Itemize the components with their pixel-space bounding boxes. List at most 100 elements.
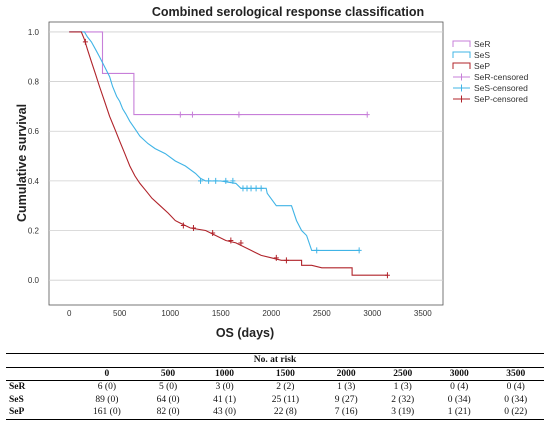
risk-table-cell: 3 (0) (215, 382, 234, 392)
risk-table-time-header: 2000 (317, 367, 375, 381)
risk-table-cell: 1 (21) (430, 406, 488, 420)
risk-table-time-header: 1000 (196, 367, 253, 381)
risk-table-time-header: 2500 (374, 367, 431, 381)
risk-table-cell: 161 (0) (74, 406, 140, 420)
censor-mark-SeP (210, 230, 216, 237)
y-tick-label: 1.0 (28, 28, 40, 37)
risk-table-cell: 43 (0) (196, 406, 253, 420)
risk-table-cell: 2 (32) (391, 394, 415, 405)
legend-censor-marker-SeS (453, 84, 470, 92)
risk-table-row-label: SeP (6, 406, 74, 420)
risk-table-time-header: 3000 (430, 367, 488, 381)
risk-table-cell: 0 (22) (487, 406, 544, 420)
risk-table-cell: 64 (0) (156, 394, 180, 405)
censor-mark-SeS (356, 247, 362, 254)
y-tick-label: 0.4 (28, 177, 40, 186)
risk-table-cell: 41 (1) (213, 394, 237, 405)
risk-table-row: SeS 89 (0) 64 (0) 41 (1) 25 (11) 9 (27) 2 (32)… (6, 394, 544, 407)
risk-table-cell: 2 (2) (276, 382, 295, 392)
risk-table-row: SeR 6 (0) 5 (0) 3 (0) 2 (2) 1 (3) 1 (3) 0 (4) 0 … (6, 381, 544, 394)
censor-mark-SeS (230, 177, 236, 184)
risk-table-cell: 22 (8) (252, 406, 318, 420)
y-tick-label: 0.2 (28, 227, 40, 236)
censor-mark-SeS (206, 177, 212, 184)
risk-table-row: SeP 161 (0) 82 (0) 43 (0) 22 (8) 7 (16) 3 (19)… (6, 406, 544, 420)
risk-table-cell: 0 (34) (447, 394, 471, 405)
censor-mark-SeS (248, 185, 254, 192)
x-tick-labels: 0 500 1000 1500 2000 2500 3000 3500 (67, 309, 432, 318)
x-tick-label: 1000 (161, 309, 179, 318)
y-axis-label: Cumulative survival (15, 104, 29, 222)
legend-label: SeP (474, 61, 490, 71)
plot-area (48, 21, 444, 306)
x-tick-label: 3000 (363, 309, 381, 318)
censor-mark-SeP (384, 272, 390, 279)
censor-mark-SeS (258, 185, 264, 192)
legend-label: SeS-censored (474, 83, 528, 93)
risk-table-cell: 0 (4) (506, 382, 525, 392)
legend-censor-marker-SeR (453, 73, 470, 81)
censor-mark-SeS (213, 177, 219, 184)
survival-curves (69, 31, 390, 279)
risk-table-cell: 3 (19) (374, 406, 431, 420)
risk-table-cell: 9 (27) (334, 394, 358, 405)
legend-label: SeR-censored (474, 72, 529, 82)
x-tick-label: 0 (67, 309, 72, 318)
series-line-SeS (69, 31, 360, 251)
risk-table-body: 0 500 1000 1500 2000 2500 3000 3500 SeR 6 (0) 5 (0… (6, 367, 544, 420)
risk-table-cell: 1 (3) (393, 382, 412, 392)
risk-table-corner (6, 367, 74, 381)
legend-censor-marker-SeP (453, 95, 470, 103)
km-chart: Combined serological response classifica… (15, 5, 529, 340)
x-axis-label: OS (days) (216, 326, 274, 340)
chart-title: Combined serological response classifica… (152, 5, 424, 19)
censor-mark-SeS (314, 247, 320, 254)
risk-table-cell: 0 (34) (504, 394, 528, 405)
risk-table-cell: 7 (16) (317, 406, 375, 420)
risk-table-time-header: 0 (74, 367, 140, 381)
risk-table-cell: 25 (11) (271, 394, 300, 405)
risk-table-cell: 6 (0) (97, 382, 116, 392)
y-tick-labels: 0.0 0.2 0.4 0.6 0.8 1.0 (28, 28, 40, 285)
censor-mark-SeS (223, 177, 229, 184)
censor-mark-SeR (236, 111, 242, 118)
risk-table-time-header: 3500 (487, 367, 544, 381)
legend-label: SeP-censored (474, 94, 528, 104)
risk-table-time-header: 1500 (252, 367, 318, 381)
risk-table-cell: 89 (0) (95, 394, 119, 405)
legend-swatch-SeS (452, 51, 471, 58)
censor-mark-SeS (253, 185, 259, 192)
risk-table-time-header: 500 (139, 367, 197, 381)
censor-mark-SeP (238, 239, 244, 246)
censor-mark-SeR (177, 111, 183, 118)
risk-table-row-label: SeR (9, 382, 26, 392)
legend-swatch-SeP (452, 62, 471, 69)
x-tick-label: 500 (113, 309, 127, 318)
risk-table-row-label: SeS (9, 394, 24, 405)
y-tick-label: 0.0 (28, 276, 40, 285)
censor-mark-SeR (189, 111, 195, 118)
y-tick-label: 0.8 (28, 78, 40, 87)
y-tick-label: 0.6 (28, 127, 40, 136)
censor-mark-SeS (198, 177, 204, 184)
legend: SeRSeSSePSeR-censoredSeS-censoredSeP-cen… (452, 39, 529, 104)
legend-swatch-SeR (452, 40, 471, 47)
censor-mark-SeP (273, 254, 279, 261)
censor-mark-SeP (190, 225, 196, 232)
censor-mark-SeP (180, 222, 186, 229)
series-line-SeP (69, 31, 388, 276)
gridlines (49, 31, 443, 281)
risk-table: No. at risk 0 500 1000 1500 2000 2500 3000 3500… (6, 353, 544, 420)
legend-label: SeR (474, 39, 491, 49)
x-tick-label: 3500 (414, 309, 432, 318)
legend-label: SeS (474, 50, 490, 60)
series-line-SeR (69, 31, 368, 116)
censor-mark-SeP (283, 257, 289, 264)
risk-table-cell: 5 (0) (158, 382, 178, 392)
risk-table-cell: 1 (3) (337, 382, 356, 392)
x-tick-label: 1500 (212, 309, 230, 318)
risk-table-header-row: 0 500 1000 1500 2000 2500 3000 3500 (6, 367, 544, 381)
risk-table-caption: No. at risk (6, 353, 544, 368)
censor-mark-SeR (364, 111, 370, 118)
x-tick-label: 2500 (313, 309, 331, 318)
